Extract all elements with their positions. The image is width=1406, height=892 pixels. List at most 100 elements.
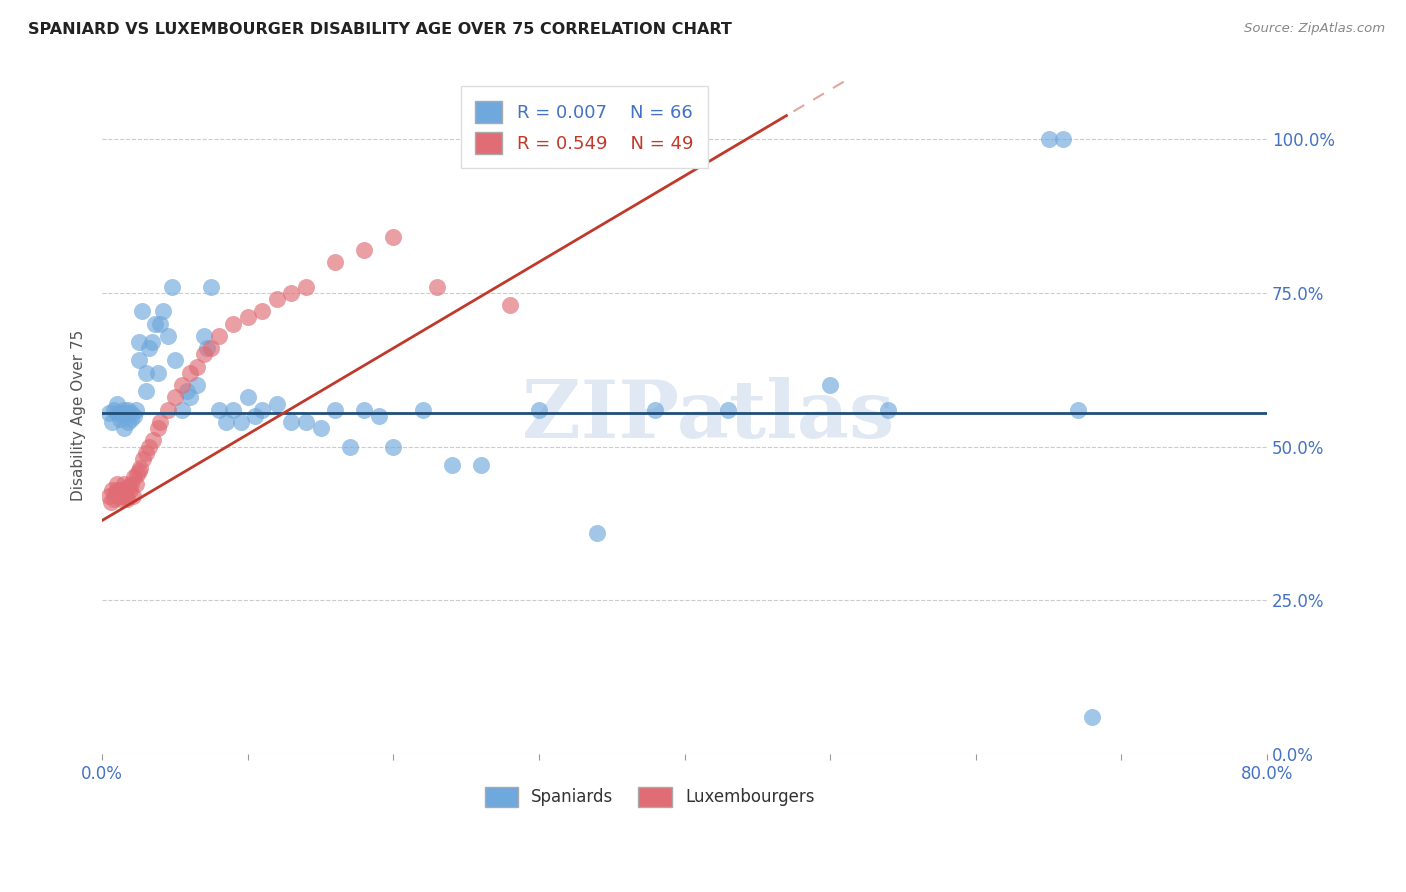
Point [323,402,346,417]
Point [105,406,128,420]
Point [193,347,215,361]
Point [112,476,135,491]
Point [176,384,198,399]
Point [1081,710,1104,724]
Point [118,483,141,497]
Point [135,446,157,460]
Point [353,243,375,257]
Point [132,451,155,466]
Point [128,334,150,349]
Point [128,353,150,368]
Point [382,440,405,454]
Point [98,406,121,420]
Point [143,317,166,331]
Point [122,409,145,423]
Y-axis label: Disability Age Over 75: Disability Age Over 75 [72,330,86,501]
Point [114,489,136,503]
Point [110,491,132,506]
Point [156,329,179,343]
Point [101,483,124,497]
Point [112,421,135,435]
Legend: Spaniards, Luxembourgers: Spaniards, Luxembourgers [478,780,821,814]
Point [280,415,302,429]
Point [120,406,142,420]
Point [149,317,172,331]
Point [586,525,609,540]
Point [295,279,318,293]
Point [117,479,139,493]
Point [156,402,179,417]
Point [193,329,215,343]
Point [339,440,361,454]
Point [110,406,132,420]
Point [104,485,127,500]
Point [105,483,128,497]
Point [103,491,125,506]
Point [101,415,124,429]
Point [163,390,186,404]
Point [200,341,222,355]
Point [353,402,375,417]
Point [200,279,222,293]
Point [103,402,125,417]
Point [127,467,149,482]
Point [252,402,274,417]
Point [108,483,131,497]
Point [527,402,550,417]
Point [138,440,160,454]
Point [115,491,138,506]
Point [440,458,463,472]
Point [236,310,259,325]
Point [266,292,288,306]
Point [1066,402,1088,417]
Point [208,402,231,417]
Point [107,489,129,503]
Point [426,279,449,293]
Point [243,409,266,423]
Point [179,366,201,380]
Point [117,415,139,429]
Point [131,304,153,318]
Point [122,470,145,484]
Point [499,298,522,312]
Point [120,476,142,491]
Point [236,390,259,404]
Point [108,412,131,426]
Point [382,230,405,244]
Point [120,412,142,426]
Text: SPANIARD VS LUXEMBOURGER DISABILITY AGE OVER 75 CORRELATION CHART: SPANIARD VS LUXEMBOURGER DISABILITY AGE … [28,22,733,37]
Point [877,402,900,417]
Point [112,483,135,497]
Point [208,329,231,343]
Point [128,464,150,478]
Point [411,402,433,417]
Point [644,402,666,417]
Point [470,458,492,472]
Point [105,476,128,491]
Point [195,341,218,355]
Point [100,495,122,509]
Point [1038,132,1060,146]
Point [152,304,174,318]
Point [112,402,135,417]
Point [818,378,841,392]
Point [98,489,121,503]
Point [146,421,169,435]
Point [717,402,740,417]
Point [186,378,208,392]
Point [179,390,201,404]
Point [135,384,157,399]
Point [160,279,183,293]
Point [105,396,128,410]
Point [295,415,318,429]
Text: ZIPatlas: ZIPatlas [522,376,894,455]
Point [125,476,148,491]
Point [163,353,186,368]
Point [229,415,252,429]
Point [114,406,136,420]
Point [172,402,194,417]
Point [135,366,157,380]
Point [222,317,245,331]
Point [367,409,389,423]
Point [1052,132,1074,146]
